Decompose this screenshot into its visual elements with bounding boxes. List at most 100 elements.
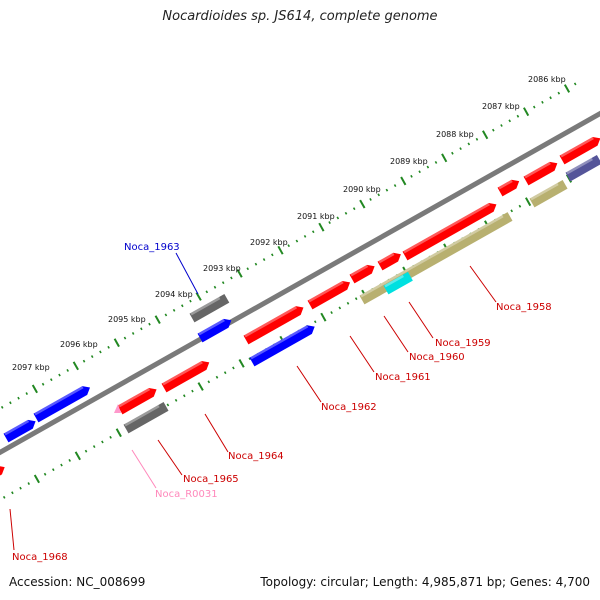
scale-label: 2095 kbp xyxy=(108,315,146,324)
gene-1966-body xyxy=(3,419,36,443)
scale-track-outer xyxy=(0,82,577,409)
gene-noca-1960[interactable] xyxy=(377,250,404,271)
scale-tick-major xyxy=(482,130,489,140)
gene-noca-1962-fwd[interactable] xyxy=(307,278,353,310)
scale-labels: 2086 kbp 2087 kbp 2088 kbp 2089 kbp 2090… xyxy=(12,75,566,372)
scale-tick-minor xyxy=(573,82,577,86)
scale-tick-minor xyxy=(213,285,217,289)
gene-1967-highlight xyxy=(34,386,84,416)
scale-tick-minor xyxy=(492,128,495,132)
gene-1967[interactable] xyxy=(33,383,93,423)
accession-label: Accession: NC_008699 xyxy=(9,575,146,589)
dark-feature-body xyxy=(565,154,600,182)
gene-noca-1962[interactable] xyxy=(249,322,318,367)
scale-tick-minor xyxy=(205,290,209,294)
scale-tick-major xyxy=(441,153,448,163)
gene-noca-1964[interactable] xyxy=(161,358,212,393)
scale-tick-minor xyxy=(131,332,135,335)
gene-noca-1955[interactable] xyxy=(559,134,600,165)
scale-tick-minor xyxy=(41,382,45,386)
gene-noca-1968[interactable] xyxy=(0,463,7,477)
scale-label: 2087 kbp xyxy=(482,102,520,111)
scale-tick-major xyxy=(33,474,40,484)
scale-tick-minor xyxy=(27,482,31,485)
gene-noca-1964-fwd-body xyxy=(243,306,304,345)
scale-label: 2097 kbp xyxy=(12,363,50,372)
gene-noca-1962-highlight xyxy=(250,325,309,360)
rna-gene-noca-r0031[interactable] xyxy=(114,404,121,413)
gene-noca-1963-arrow-body xyxy=(197,318,232,343)
gene-label-noca-1963[interactable]: Noca_1963 xyxy=(124,242,180,253)
leader-line-noca-1958 xyxy=(469,265,497,303)
scale-tick-minor xyxy=(385,188,389,192)
scale-tick-minor xyxy=(338,306,342,310)
leader-line-noca-1960 xyxy=(383,315,409,353)
scale-tick-minor xyxy=(549,96,552,100)
scale-label: 2093 kbp xyxy=(203,264,241,273)
scale-tick-minor xyxy=(451,151,454,155)
scale-tick-minor xyxy=(354,297,358,301)
scale-tick-minor xyxy=(101,440,104,444)
scale-tick-minor xyxy=(313,320,317,324)
scale-tick-minor xyxy=(475,137,479,141)
dark-feature[interactable] xyxy=(565,154,600,182)
scale-tick-minor xyxy=(43,472,47,476)
gene-noca-1964-highlight xyxy=(162,361,203,386)
scale-tick-major xyxy=(154,315,161,324)
gene-noca-1958[interactable] xyxy=(402,200,499,261)
scale-label: 2090 kbp xyxy=(343,185,381,194)
gene-noca-1963[interactable] xyxy=(189,293,230,323)
gene-noca-1962-fwd-highlight xyxy=(308,280,344,303)
scale-tick-minor xyxy=(25,392,29,395)
scale-tick-major xyxy=(115,428,122,438)
scale-tick-major xyxy=(236,269,243,278)
scale-tick-minor xyxy=(344,211,348,215)
scale-tick-major xyxy=(277,245,284,255)
scale-tick-minor xyxy=(107,345,110,349)
gene-noca-1964-fwd[interactable] xyxy=(243,303,306,345)
gene-noca-1956[interactable] xyxy=(523,159,560,186)
cds-feature-small[interactable] xyxy=(529,179,568,208)
gene-label-noca-1965[interactable]: Noca_1965 xyxy=(183,474,239,485)
leader-line-noca-r0031 xyxy=(131,449,157,489)
scale-tick-minor xyxy=(336,216,340,220)
gene-noca-1964-body xyxy=(161,361,210,393)
scale-tick-minor xyxy=(557,91,561,95)
gene-noca-1958-highlight xyxy=(403,202,490,254)
scale-tick-minor xyxy=(426,165,430,169)
gene-noca-1957[interactable] xyxy=(497,177,522,197)
gene-noca-1963-arrow[interactable] xyxy=(197,316,234,343)
gene-label-noca-r0031[interactable]: Noca_R0031 xyxy=(155,489,218,500)
pseudo-gene-noca-1965[interactable] xyxy=(123,402,169,434)
leader-line-noca-1964 xyxy=(204,413,229,453)
scale-tick-minor xyxy=(9,401,12,405)
gene-noca-1965[interactable] xyxy=(117,385,159,415)
gene-label-noca-1968[interactable]: Noca_1968 xyxy=(12,552,68,563)
dark-feature-highlight xyxy=(566,157,593,175)
scale-tick-minor xyxy=(346,301,350,305)
scale-tick-minor xyxy=(510,209,513,213)
scale-tick-minor xyxy=(189,299,192,303)
misc-feature-noca-1959[interactable] xyxy=(383,271,413,295)
gene-1966[interactable] xyxy=(3,417,39,443)
scale-tick-minor xyxy=(541,100,544,104)
cds-feature-noca-1958[interactable] xyxy=(359,212,513,305)
scale-tick-major xyxy=(359,199,366,209)
scale-tick-major xyxy=(72,361,79,371)
gene-label-noca-1964[interactable]: Noca_1964 xyxy=(228,451,284,462)
gene-noca-1961[interactable] xyxy=(349,262,378,284)
cds-feature-noca-1958-body xyxy=(359,212,513,305)
scale-tick-minor xyxy=(287,244,290,248)
gene-label-noca-1961[interactable]: Noca_1961 xyxy=(375,372,431,383)
gene-label-noca-1959[interactable]: Noca_1959 xyxy=(435,338,491,349)
scale-tick-minor xyxy=(223,371,227,375)
scale-tick-major xyxy=(320,312,327,322)
gene-label-noca-1958[interactable]: Noca_1958 xyxy=(496,302,552,313)
gene-label-noca-1960[interactable]: Noca_1960 xyxy=(409,352,465,363)
scale-tick-minor xyxy=(164,313,168,317)
pseudo-gene-noca-1965-highlight xyxy=(124,404,160,427)
gene-label-noca-1962[interactable]: Noca_1962 xyxy=(321,402,377,413)
gene-noca-1955-body xyxy=(559,136,600,165)
leader-line-noca-1968 xyxy=(9,508,15,551)
